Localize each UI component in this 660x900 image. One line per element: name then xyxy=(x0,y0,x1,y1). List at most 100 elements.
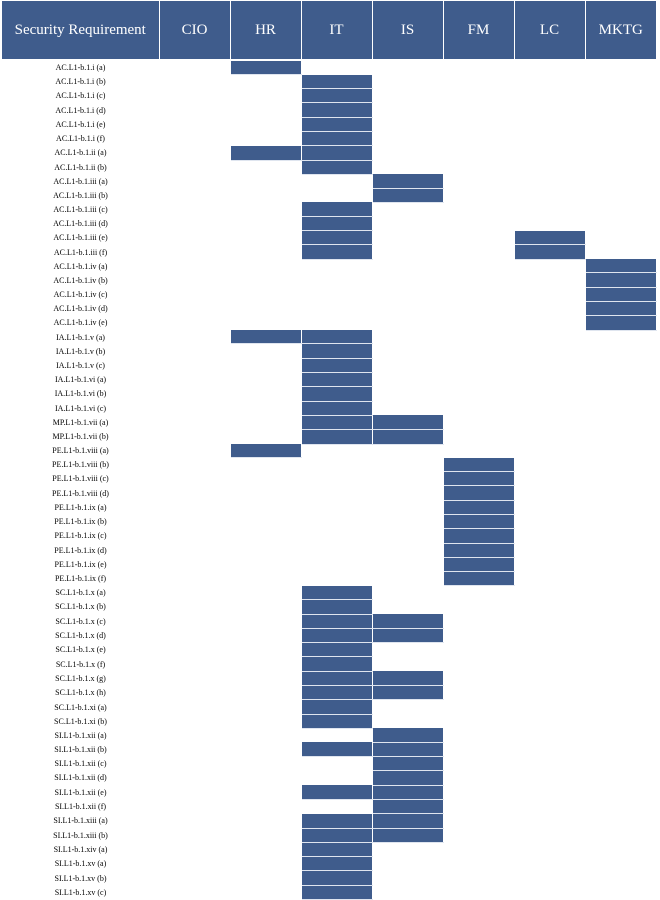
table-row: SC.L1-b.1.x (e) xyxy=(2,642,657,658)
cell-it-assigned xyxy=(301,202,373,217)
cell-cio-empty xyxy=(159,885,231,900)
cell-lc-empty xyxy=(514,671,586,686)
cell-hr-empty xyxy=(230,614,302,629)
cell-lc-empty xyxy=(514,543,586,558)
requirement-id: SC.L1-b.1.x (f) xyxy=(55,659,106,669)
cell-cio-empty xyxy=(159,74,231,89)
cell-cio-empty xyxy=(159,88,231,103)
table-header: Security Requirement CIO HR IT IS FM LC … xyxy=(2,1,656,59)
cell-lc-empty xyxy=(514,102,586,118)
cell-cio-empty xyxy=(159,671,231,686)
requirement-id: SI.L1-b.1.xv (a) xyxy=(54,859,107,869)
requirement-id: AC.L1-b.1.i (c) xyxy=(55,91,106,101)
cell-fm-empty xyxy=(443,585,515,600)
cell-mktg-empty xyxy=(585,188,657,203)
cell-is-empty xyxy=(372,230,444,245)
table-row: PE.L1-b.1.ix (c) xyxy=(2,528,657,544)
cell-fm-empty xyxy=(443,74,515,89)
cell-cio-empty xyxy=(159,202,231,217)
table-row: IA.L1-b.1.vi (c) xyxy=(2,401,657,416)
requirement-id: AC.L1-b.1.ii (a) xyxy=(54,148,107,158)
cell-mktg-empty xyxy=(585,429,657,445)
cell-lc-empty xyxy=(514,471,586,486)
cell-hr-empty xyxy=(230,642,302,657)
requirement-id: PE.L1-b.1.ix (a) xyxy=(54,502,107,512)
cell-fm-empty xyxy=(443,244,515,260)
cell-mktg-empty xyxy=(585,599,657,615)
cell-is-assigned xyxy=(372,799,444,815)
table-row: SC.L1-b.1.x (b) xyxy=(2,599,657,615)
cell-cio-empty xyxy=(159,244,231,260)
cell-fm-assigned xyxy=(443,485,515,501)
requirement-id: AC.L1-b.1.iii (b) xyxy=(53,190,108,200)
table-row: SI.L1-b.1.xii (f) xyxy=(2,799,657,815)
cell-fm-empty xyxy=(443,828,515,843)
requirement-id: AC.L1-b.1.i (a) xyxy=(55,63,106,73)
cell-cio-empty xyxy=(159,457,231,472)
table-row: AC.L1-b.1.iv (e) xyxy=(2,315,657,331)
cell-cio-empty xyxy=(159,685,231,700)
cell-hr-empty xyxy=(230,131,302,146)
table-row: SI.L1-b.1.xv (c) xyxy=(2,885,657,900)
cell-it-empty xyxy=(301,514,373,529)
cell-mktg-empty xyxy=(585,642,657,657)
cell-is-empty xyxy=(372,216,444,231)
cell-fm-empty xyxy=(443,358,515,373)
cell-lc-empty xyxy=(514,131,586,146)
cell-fm-empty xyxy=(443,117,515,132)
cell-fm-empty xyxy=(443,343,515,359)
requirement-id: AC.L1-b.1.iii (c) xyxy=(53,204,108,214)
cell-hr-empty xyxy=(230,514,302,529)
cell-it-empty xyxy=(301,457,373,472)
cell-cio-empty xyxy=(159,429,231,445)
table-row: SC.L1-b.1.x (c) xyxy=(2,614,657,629)
cell-mktg-empty xyxy=(585,174,657,189)
requirement-id: SI.L1-b.1.xii (e) xyxy=(54,787,107,797)
requirement-id: PE.L1-b.1.viii (b) xyxy=(52,460,109,470)
cell-cio-empty xyxy=(159,230,231,245)
cell-lc-empty xyxy=(514,842,586,857)
cell-mktg-empty xyxy=(585,557,657,572)
cell-fm-empty xyxy=(443,770,515,786)
cell-it-assigned xyxy=(301,714,373,729)
cell-cio-empty xyxy=(159,372,231,387)
cell-is-assigned xyxy=(372,415,444,431)
cell-cio-empty xyxy=(159,444,231,458)
cell-mktg-empty xyxy=(585,74,657,89)
cell-mktg-empty xyxy=(585,386,657,402)
cell-hr-empty xyxy=(230,202,302,217)
requirement-id: SI.L1-b.1.xiii (b) xyxy=(53,830,108,840)
cell-mktg-empty xyxy=(585,856,657,871)
cell-lc-empty xyxy=(514,457,586,472)
requirement-id: AC.L1-b.1.iii (e) xyxy=(53,233,108,243)
cell-is-empty xyxy=(372,88,444,103)
cell-mktg-empty xyxy=(585,230,657,245)
cell-mktg-empty xyxy=(585,330,657,344)
cell-cio-empty xyxy=(159,415,231,430)
cell-cio-empty xyxy=(159,557,231,572)
cell-is-empty xyxy=(372,457,444,472)
cell-is-assigned xyxy=(372,756,444,772)
cell-is-empty xyxy=(372,528,444,544)
cell-it-assigned xyxy=(301,842,373,858)
cell-it-assigned xyxy=(301,358,373,374)
cell-lc-assigned xyxy=(514,244,586,260)
cell-cio-empty xyxy=(159,315,231,331)
cell-cio-empty xyxy=(159,259,231,273)
cell-cio-empty xyxy=(159,401,231,416)
cell-lc-empty xyxy=(514,315,586,331)
cell-hr-empty xyxy=(230,671,302,686)
requirement-id: SC.L1-b.1.x (a) xyxy=(55,588,106,598)
cell-hr-empty xyxy=(230,842,302,857)
cell-mktg-empty xyxy=(585,471,657,486)
cell-it-empty xyxy=(301,287,373,302)
cell-hr-empty xyxy=(230,174,302,189)
cell-it-assigned xyxy=(301,117,373,132)
cell-is-empty xyxy=(372,485,444,501)
cell-fm-empty xyxy=(443,856,515,871)
table-row: AC.L1-b.1.iii (b) xyxy=(2,188,657,203)
cell-cio-empty xyxy=(159,358,231,373)
cell-mktg-empty xyxy=(585,444,657,458)
table-row: AC.L1-b.1.iii (d) xyxy=(2,216,657,232)
